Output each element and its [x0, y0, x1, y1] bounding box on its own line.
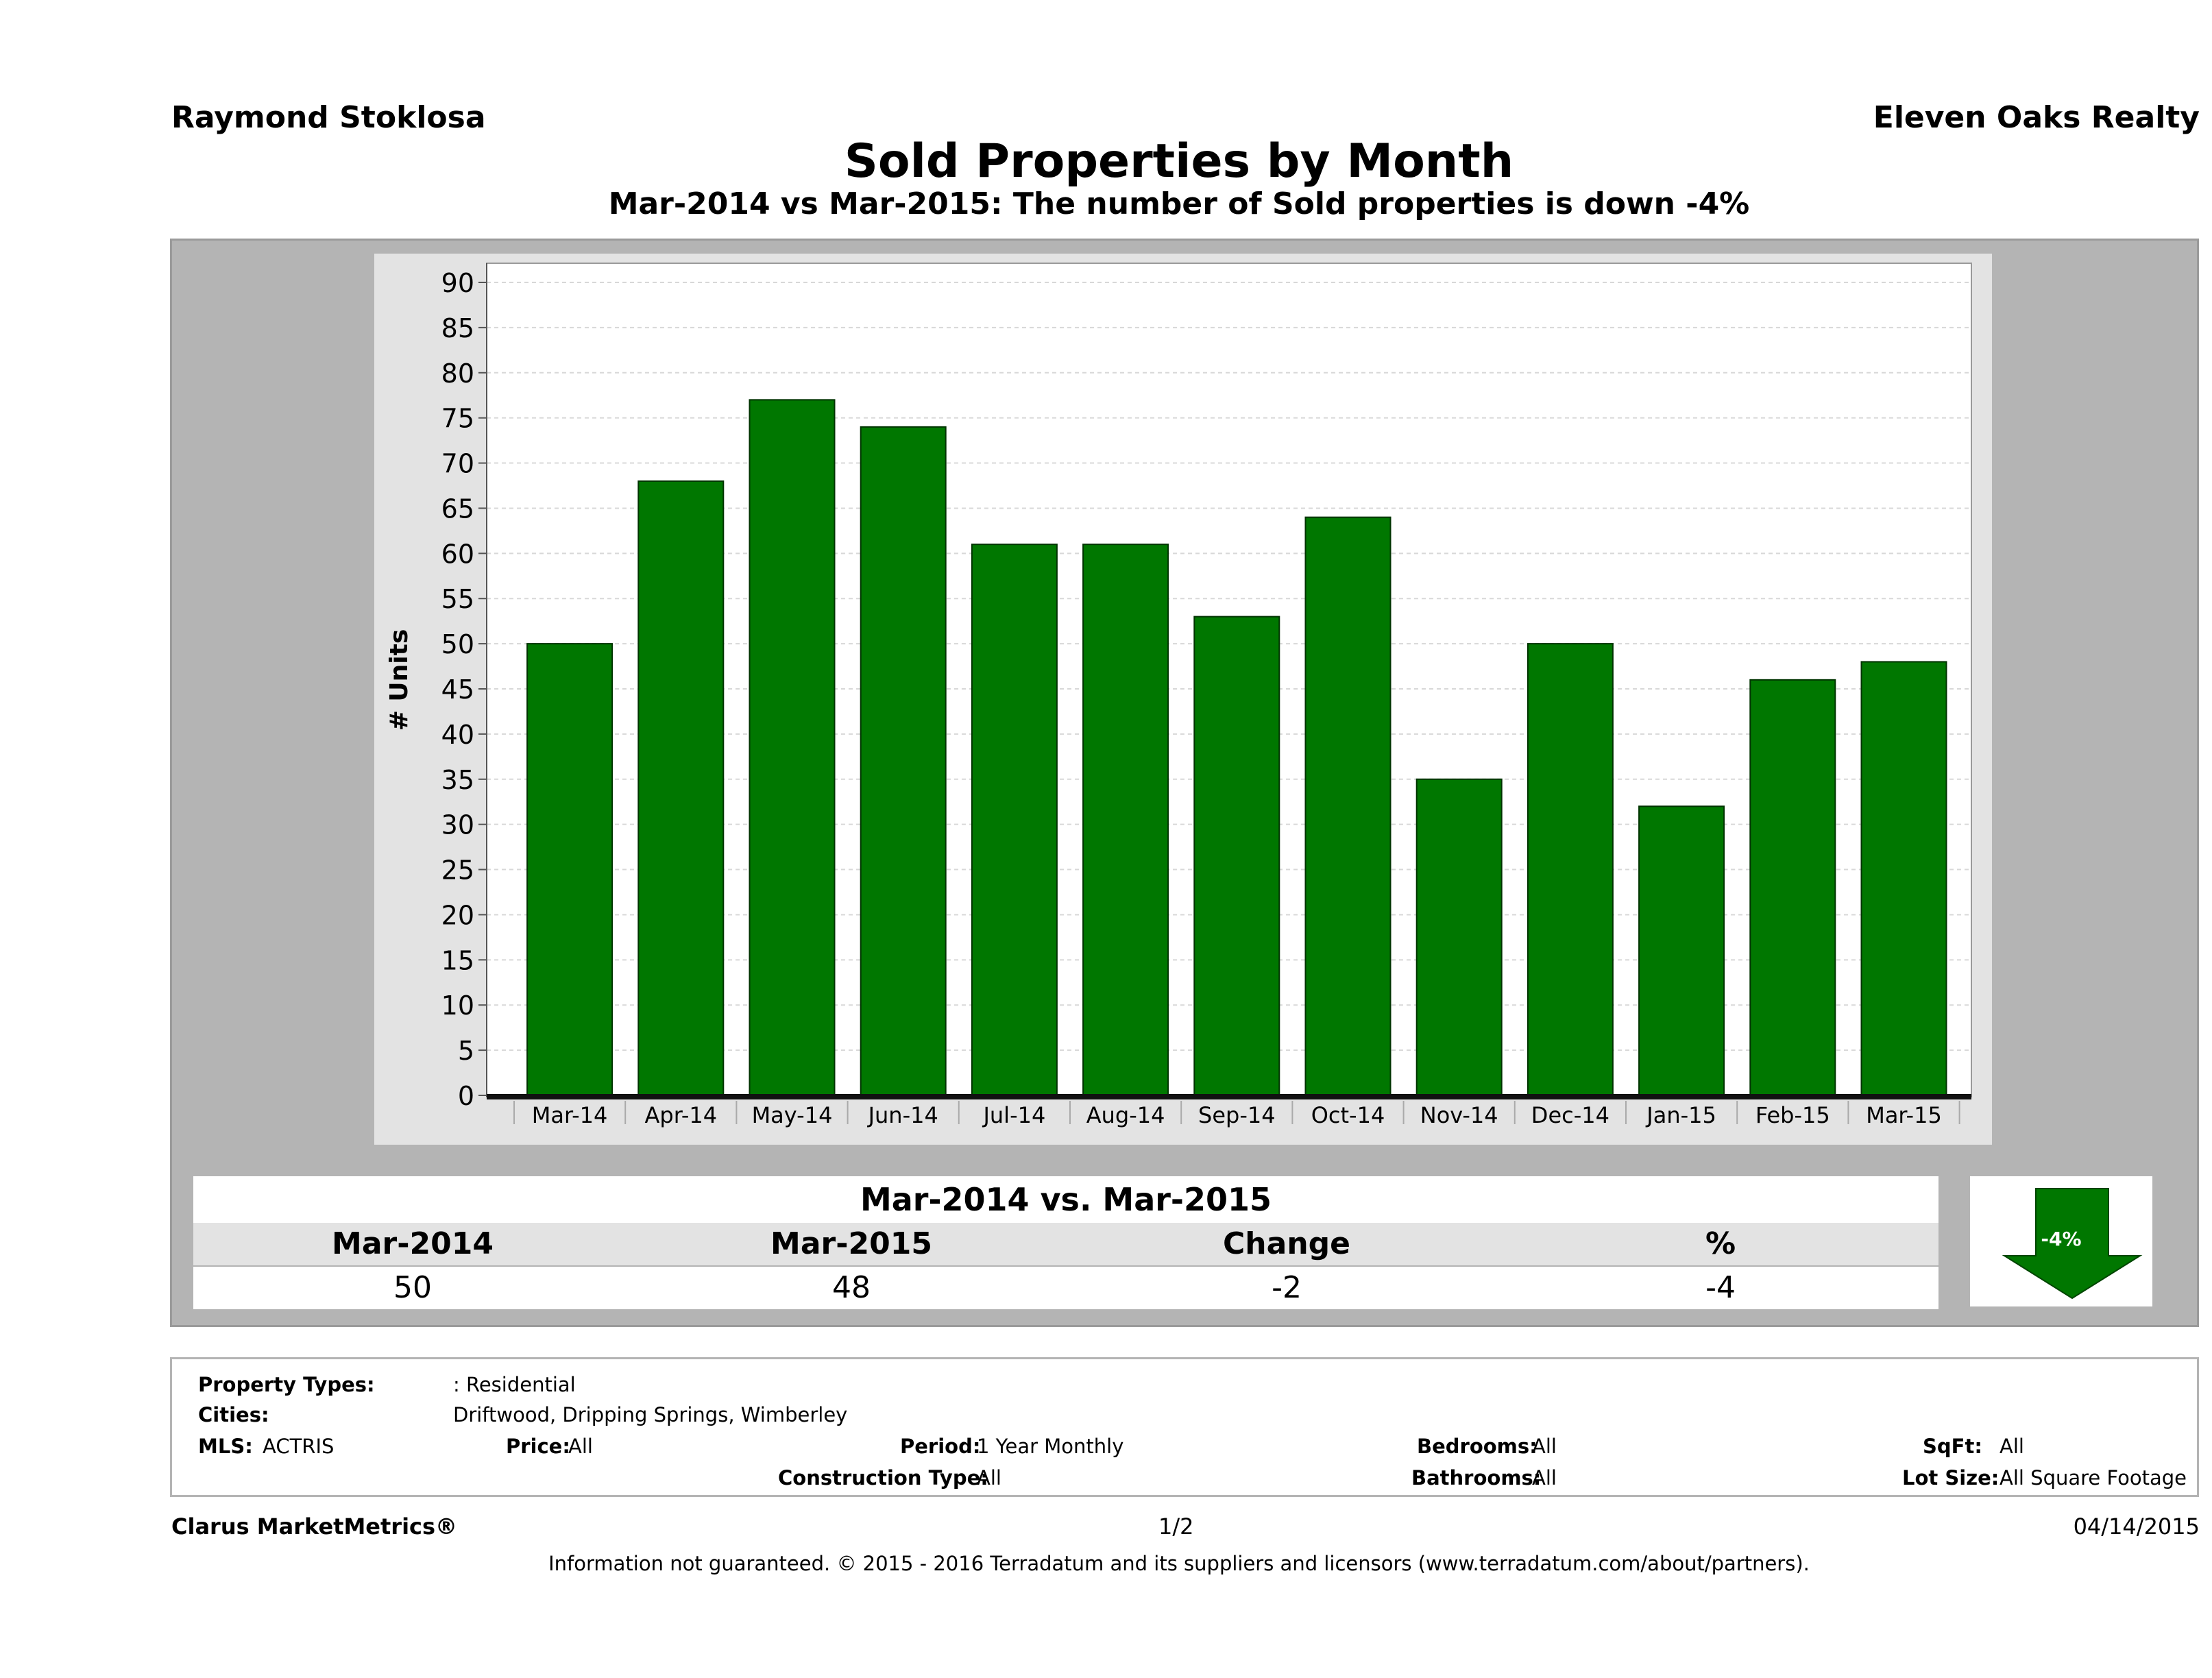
- x-tick-label: Jul-14: [982, 1102, 1045, 1128]
- down-arrow-icon: [2002, 1188, 2143, 1300]
- summary-label-mar-2014: Mar-2014: [332, 1226, 494, 1261]
- cities-label: Cities:: [198, 1403, 269, 1426]
- bar-aug-14: [1082, 544, 1169, 1096]
- agent-name: Raymond Stoklosa: [171, 100, 486, 135]
- x-tick-label: Oct-14: [1311, 1102, 1385, 1128]
- y-axis-label: # Units: [385, 629, 413, 731]
- y-tick-label: 60: [441, 539, 474, 569]
- bar-feb-15: [1749, 679, 1836, 1096]
- bathrooms-label: Bathrooms:: [1411, 1466, 1542, 1489]
- change-badge-label: -4%: [2041, 1228, 2082, 1250]
- property-types-label: Property Types:: [198, 1373, 375, 1396]
- bar-jun-14: [860, 426, 947, 1097]
- y-tick-label: 70: [441, 449, 474, 479]
- y-tick-label: 65: [441, 494, 474, 524]
- y-tick-label: 25: [441, 855, 474, 886]
- summary-heading: Mar-2014 vs. Mar-2015: [193, 1176, 1938, 1223]
- lot-size-label: Lot Size:: [1902, 1466, 2000, 1489]
- y-tick-label: 40: [441, 720, 474, 750]
- summary-value-mar-2014: 50: [393, 1270, 432, 1305]
- bar-mar-14: [526, 643, 613, 1096]
- y-tick-label: 10: [441, 990, 474, 1021]
- bar-chart: 0 5 10 15 20 25 30 35 40 45 50 55 60 65 70 75 80 85 90 # Un…: [385, 263, 1972, 1128]
- bar-apr-14: [637, 480, 725, 1096]
- disclaimer: Information not guaranteed. © 2015 - 201…: [548, 1552, 1810, 1575]
- summary-value-change: -2: [1272, 1270, 1302, 1305]
- y-tick-label: 55: [441, 584, 474, 614]
- x-tick-label: Mar-15: [1866, 1102, 1942, 1128]
- summary-label-mar-2015: Mar-2015: [770, 1226, 932, 1261]
- summary-label-change: Change: [1223, 1226, 1350, 1261]
- y-tick-label: 0: [458, 1081, 474, 1111]
- price-value: All: [568, 1435, 593, 1458]
- cities-value: Driftwood, Dripping Springs, Wimberley: [453, 1403, 848, 1426]
- period-label: Period:: [900, 1435, 981, 1458]
- y-tick-label: 45: [441, 674, 474, 705]
- y-tick-label: 15: [441, 945, 474, 975]
- bedrooms-label: Bedrooms:: [1417, 1435, 1538, 1458]
- summary-table: Mar-2014 vs. Mar-2015 Mar-2014 Mar-2015 …: [193, 1176, 1938, 1311]
- y-tick-label: 5: [458, 1036, 474, 1066]
- summary-label-percent: %: [1705, 1226, 1736, 1261]
- bar-nov-14: [1415, 778, 1503, 1096]
- y-tick-label: 35: [441, 765, 474, 795]
- mls-value: ACTRIS: [263, 1435, 335, 1458]
- x-tick-label: Aug-14: [1086, 1102, 1165, 1128]
- search-criteria: Property Types: : Residential Cities: Dr…: [170, 1357, 2199, 1497]
- lot-size-value: All Square Footage: [2000, 1466, 2187, 1489]
- x-tick-label: Jun-14: [867, 1102, 938, 1128]
- report-subtitle: Mar-2014 vs Mar-2015: The number of Sold…: [608, 186, 1750, 221]
- change-badge: [1970, 1176, 2152, 1306]
- bedrooms-value: All: [1532, 1435, 1557, 1458]
- sqft-label: SqFt:: [1923, 1435, 1982, 1458]
- bar-dec-14: [1527, 643, 1614, 1096]
- summary-value-percent: -4: [1705, 1270, 1736, 1305]
- property-types-value: : Residential: [453, 1373, 576, 1396]
- page-number: 1/2: [1158, 1513, 1194, 1540]
- construction-type-value: All: [977, 1466, 1001, 1489]
- bar-sep-14: [1193, 616, 1280, 1096]
- summary-label-row: Mar-2014 Mar-2015 Change %: [193, 1223, 1938, 1265]
- bar-oct-14: [1304, 516, 1391, 1097]
- y-tick-label: 85: [441, 313, 474, 343]
- sqft-value: All: [2000, 1435, 2024, 1458]
- period-value: 1 Year Monthly: [977, 1435, 1124, 1458]
- bar-jan-15: [1638, 805, 1725, 1096]
- x-tick-label: May-14: [752, 1102, 833, 1128]
- bar-jul-14: [971, 544, 1058, 1096]
- report-date: 04/14/2015: [2073, 1513, 2200, 1540]
- y-tick-label: 90: [441, 268, 474, 298]
- x-tick-label: Apr-14: [645, 1102, 718, 1128]
- y-tick-label: 80: [441, 358, 474, 389]
- y-tick-label: 30: [441, 810, 474, 840]
- price-label: Price:: [506, 1435, 570, 1458]
- x-tick-label: Dec-14: [1531, 1102, 1609, 1128]
- bathrooms-value: All: [1532, 1466, 1557, 1489]
- construction-type-label: Construction Type:: [778, 1466, 988, 1489]
- company-name: Eleven Oaks Realty: [1873, 100, 2200, 135]
- mls-label: MLS:: [198, 1435, 253, 1458]
- y-tick-label: 75: [441, 404, 474, 434]
- x-tick-label: Feb-15: [1755, 1102, 1830, 1128]
- report-title: Sold Properties by Month: [844, 134, 1514, 189]
- y-tick-label: 20: [441, 900, 474, 930]
- y-tick-label: 50: [441, 629, 474, 659]
- x-tick-label: Jan-15: [1645, 1102, 1716, 1128]
- x-tick-label: Nov-14: [1420, 1102, 1498, 1128]
- summary-value-row: 50 48 -2 -4: [193, 1267, 1938, 1309]
- bar-mar-15: [1860, 661, 1947, 1096]
- bar-may-14: [749, 399, 836, 1097]
- x-tick-label: Sep-14: [1198, 1102, 1276, 1128]
- x-tick-label: Mar-14: [532, 1102, 608, 1128]
- summary-value-mar-2015: 48: [832, 1270, 871, 1305]
- footer-brand: Clarus MarketMetrics®: [171, 1513, 458, 1540]
